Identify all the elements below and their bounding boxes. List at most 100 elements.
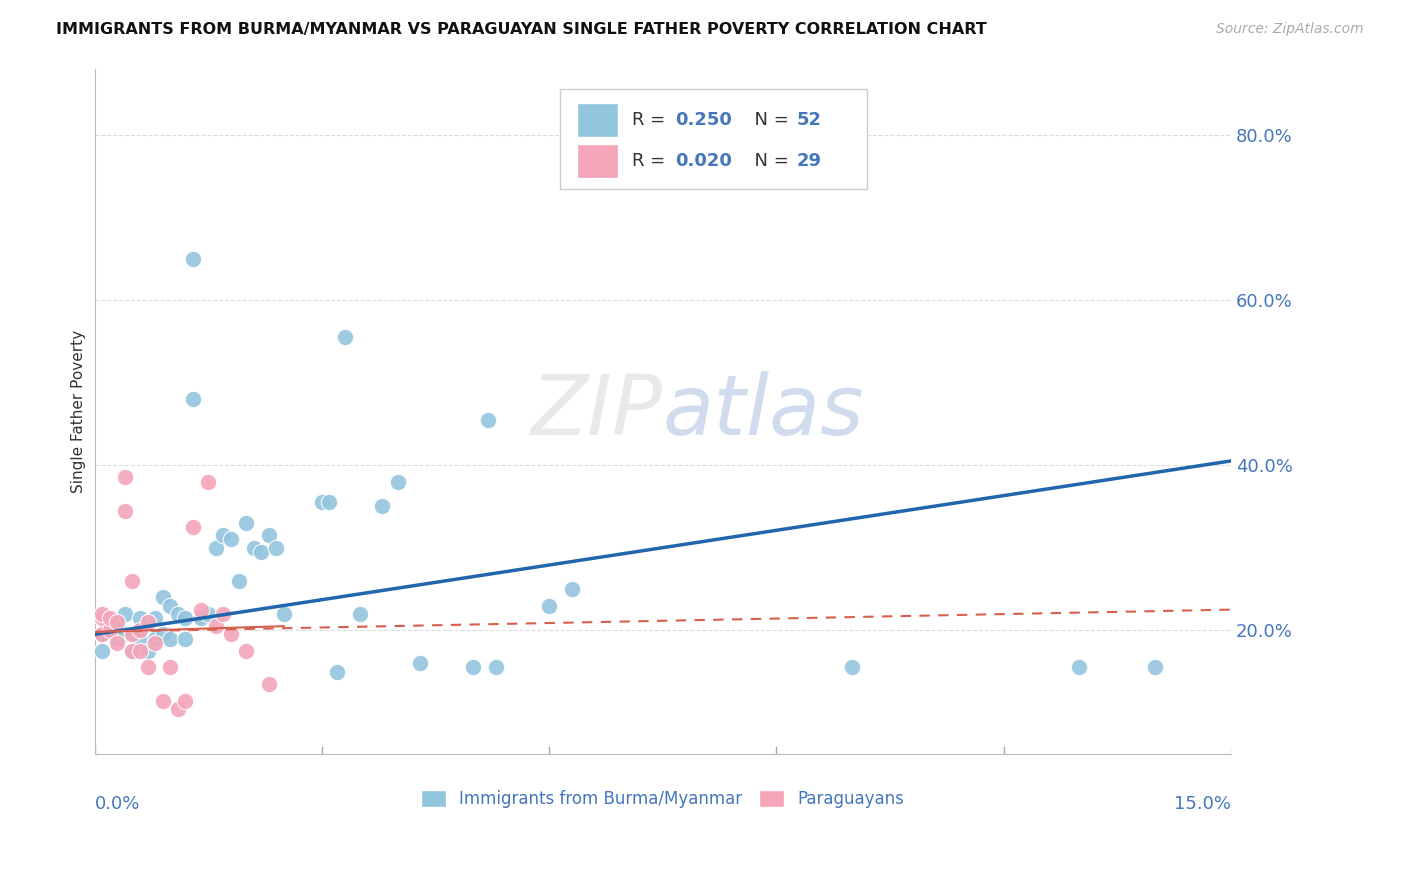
- Text: Source: ZipAtlas.com: Source: ZipAtlas.com: [1216, 22, 1364, 37]
- Point: [129, 644, 152, 658]
- Point: [266, 541, 288, 555]
- Point: [91, 607, 114, 621]
- Point: [114, 470, 136, 484]
- Text: R =: R =: [633, 111, 671, 129]
- Point: [136, 615, 159, 629]
- Point: [121, 627, 143, 641]
- Point: [136, 615, 159, 629]
- Point: [190, 611, 212, 625]
- Point: [257, 528, 280, 542]
- Text: N =: N =: [744, 111, 794, 129]
- Point: [98, 611, 121, 625]
- Point: [98, 615, 121, 629]
- Text: R =: R =: [633, 153, 671, 170]
- Point: [190, 602, 212, 616]
- Text: 52: 52: [797, 111, 821, 129]
- Point: [333, 330, 356, 344]
- Point: [143, 611, 166, 625]
- Point: [174, 611, 197, 625]
- Point: [167, 702, 190, 716]
- Point: [1144, 660, 1167, 674]
- Text: 0.0%: 0.0%: [94, 796, 141, 814]
- FancyBboxPatch shape: [578, 145, 619, 178]
- Text: 0.250: 0.250: [675, 111, 733, 129]
- Point: [318, 495, 340, 509]
- Point: [212, 607, 235, 621]
- Point: [485, 660, 508, 674]
- Point: [204, 541, 226, 555]
- Text: 0.020: 0.020: [675, 153, 733, 170]
- Point: [181, 392, 204, 406]
- Point: [136, 644, 159, 658]
- Point: [91, 627, 114, 641]
- Point: [181, 520, 204, 534]
- Y-axis label: Single Father Poverty: Single Father Poverty: [72, 330, 86, 493]
- Point: [181, 252, 204, 266]
- Point: [114, 627, 136, 641]
- Point: [152, 693, 174, 707]
- Text: 15.0%: 15.0%: [1174, 796, 1230, 814]
- Point: [273, 607, 295, 621]
- Point: [409, 657, 432, 671]
- Point: [174, 693, 197, 707]
- Point: [228, 574, 250, 588]
- Point: [121, 574, 143, 588]
- Point: [349, 607, 371, 621]
- Point: [129, 611, 152, 625]
- Point: [159, 599, 181, 613]
- Legend: Immigrants from Burma/Myanmar, Paraguayans: Immigrants from Burma/Myanmar, Paraguaya…: [415, 783, 911, 814]
- Text: ZIP: ZIP: [530, 371, 662, 452]
- Point: [538, 599, 561, 613]
- Point: [197, 475, 219, 489]
- Point: [91, 627, 114, 641]
- Point: [1069, 660, 1091, 674]
- Point: [242, 541, 264, 555]
- Point: [212, 528, 235, 542]
- Point: [143, 635, 166, 649]
- Point: [235, 516, 257, 530]
- Text: 29: 29: [797, 153, 821, 170]
- Point: [98, 624, 121, 638]
- Point: [105, 632, 128, 646]
- Point: [136, 660, 159, 674]
- Point: [121, 627, 143, 641]
- Point: [159, 660, 181, 674]
- Point: [250, 545, 273, 559]
- Point: [91, 611, 114, 625]
- Text: IMMIGRANTS FROM BURMA/MYANMAR VS PARAGUAYAN SINGLE FATHER POVERTY CORRELATION CH: IMMIGRANTS FROM BURMA/MYANMAR VS PARAGUA…: [56, 22, 987, 37]
- Point: [143, 632, 166, 646]
- Point: [114, 503, 136, 517]
- Point: [152, 627, 174, 641]
- Point: [219, 533, 242, 547]
- Point: [121, 644, 143, 658]
- Point: [197, 607, 219, 621]
- Point: [105, 635, 128, 649]
- Point: [167, 607, 190, 621]
- Point: [114, 607, 136, 621]
- FancyBboxPatch shape: [561, 89, 868, 188]
- Point: [129, 624, 152, 638]
- Point: [219, 627, 242, 641]
- Point: [105, 615, 128, 629]
- Point: [561, 582, 583, 596]
- Point: [235, 644, 257, 658]
- Point: [463, 660, 485, 674]
- Point: [159, 632, 181, 646]
- Point: [152, 591, 174, 605]
- Point: [91, 644, 114, 658]
- Point: [257, 677, 280, 691]
- FancyBboxPatch shape: [578, 103, 619, 136]
- Point: [326, 665, 349, 679]
- Point: [174, 632, 197, 646]
- Point: [371, 500, 394, 514]
- Point: [105, 615, 128, 629]
- Point: [204, 619, 226, 633]
- Point: [121, 644, 143, 658]
- Point: [311, 495, 333, 509]
- Point: [387, 475, 409, 489]
- Text: N =: N =: [744, 153, 794, 170]
- Point: [129, 632, 152, 646]
- Point: [841, 660, 863, 674]
- Text: atlas: atlas: [662, 371, 865, 452]
- Point: [477, 412, 499, 426]
